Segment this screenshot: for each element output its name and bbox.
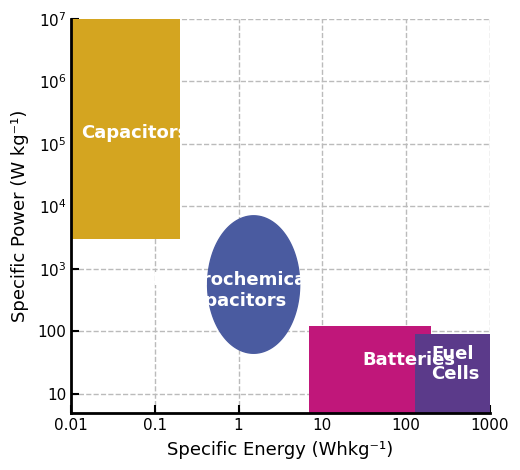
X-axis label: Specific Energy (Whkg⁻¹): Specific Energy (Whkg⁻¹) bbox=[167, 441, 394, 459]
Bar bbox=[309, 327, 431, 413]
Text: Capacitors: Capacitors bbox=[81, 124, 188, 142]
Text: Batteries: Batteries bbox=[362, 351, 455, 369]
Y-axis label: Specific Power (W kg⁻¹): Specific Power (W kg⁻¹) bbox=[11, 110, 29, 322]
Text: Electrochemical
Capacitors: Electrochemical Capacitors bbox=[152, 271, 313, 310]
Bar bbox=[415, 334, 490, 413]
Polygon shape bbox=[207, 216, 300, 353]
Text: Fuel
Cells: Fuel Cells bbox=[431, 345, 479, 384]
Bar bbox=[71, 19, 180, 239]
